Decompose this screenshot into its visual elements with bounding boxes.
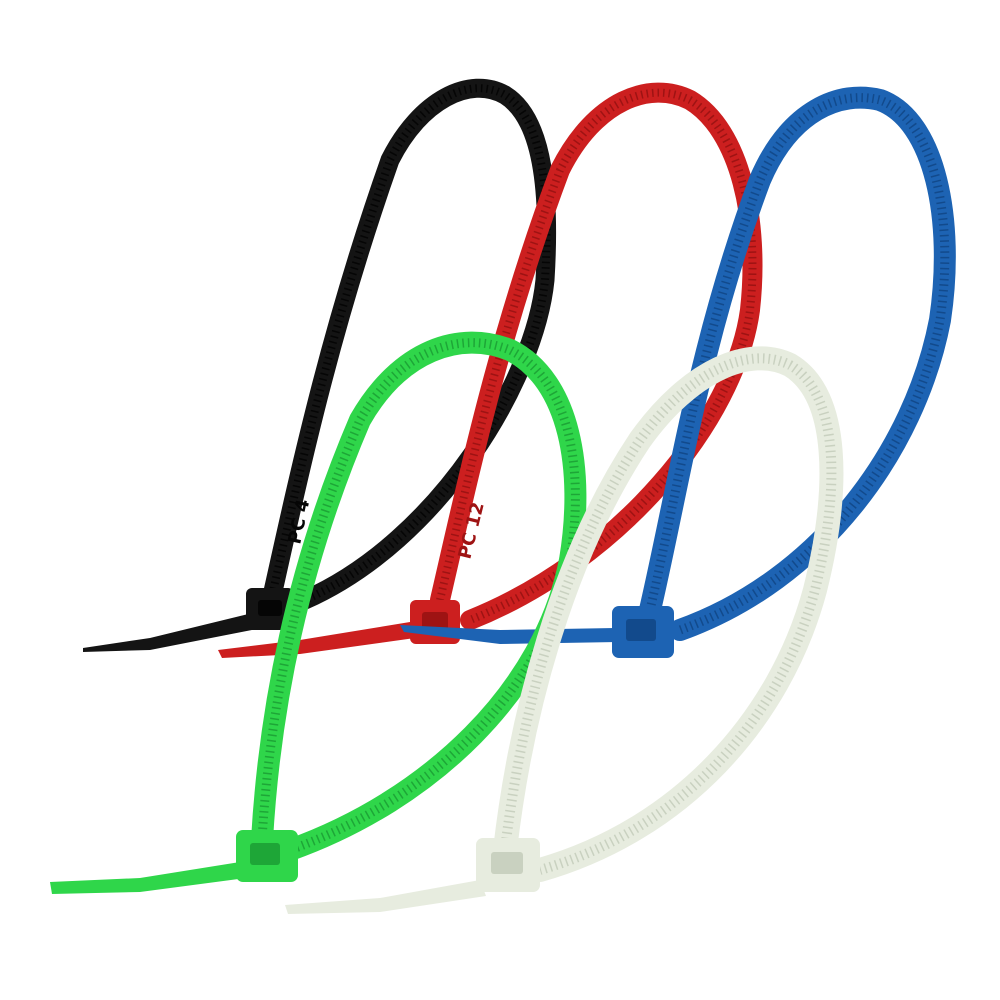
green-cable-tie <box>50 331 587 894</box>
black-tie-tail <box>83 610 272 652</box>
natural-tie-tail <box>285 880 486 914</box>
blue-tie-head-slot <box>626 619 656 641</box>
black-tie-head-slot <box>258 600 282 616</box>
green-tie-tail <box>50 862 246 894</box>
green-tie-strap-ribs <box>257 338 580 855</box>
red-tie-strap-ribs <box>436 88 757 624</box>
natural-tie-head-slot <box>491 852 523 874</box>
green-tie-head-slot <box>250 843 280 865</box>
red-tie-head-slot <box>422 612 448 630</box>
natural-tie-strap-ribs <box>500 353 837 875</box>
natural-cable-tie <box>285 346 844 914</box>
red-tie-tail <box>218 622 415 658</box>
